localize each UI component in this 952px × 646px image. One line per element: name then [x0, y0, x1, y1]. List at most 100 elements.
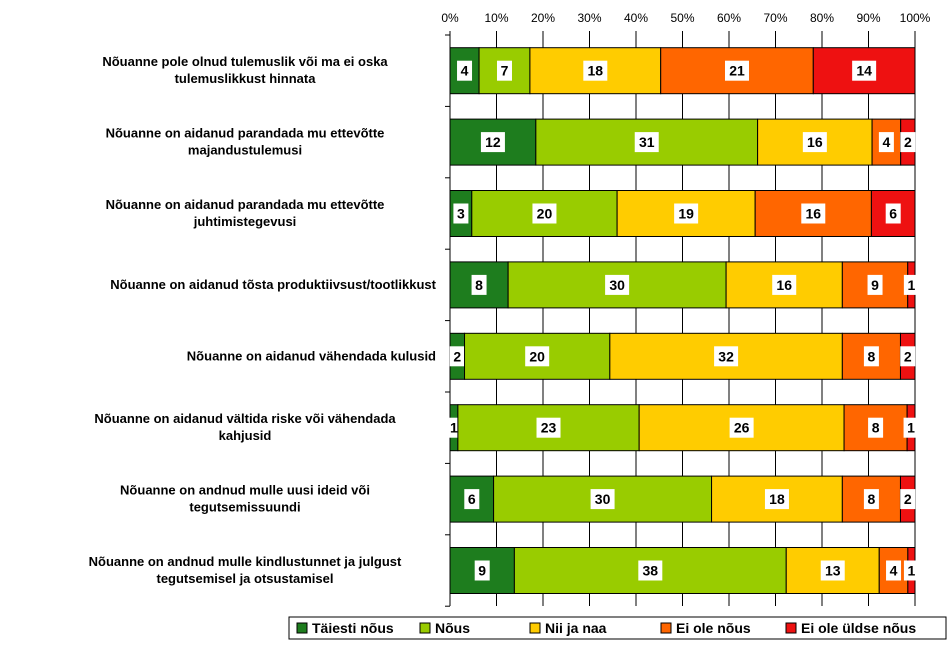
- data-label: 16: [776, 277, 792, 293]
- data-label-box: [863, 346, 879, 367]
- category-label: Nõuanne on aidanud tõsta produktiivsust/…: [110, 277, 436, 292]
- category-label: Nõuanne on aidanud parandada mu ettevõtt…: [106, 126, 385, 141]
- legend-swatch: [296, 622, 308, 634]
- x-tick-label: 0%: [441, 11, 459, 25]
- data-label-box: [852, 60, 877, 81]
- legend-swatch: [785, 622, 797, 634]
- data-label: 2: [904, 491, 912, 507]
- data-label: 2: [904, 348, 912, 364]
- data-label-box: [496, 60, 512, 81]
- data-label: 8: [872, 420, 880, 436]
- category-label: Nõuanne on andnud mulle uusi ideid või: [120, 483, 370, 498]
- data-label-box: [536, 417, 561, 438]
- data-label-box: [886, 560, 902, 581]
- category-label: tegutsemisel ja otsustamisel: [156, 571, 333, 586]
- data-label: 14: [856, 63, 872, 79]
- data-label-box: [801, 203, 826, 224]
- data-label: 3: [457, 206, 465, 222]
- legend-label: Ei ole üldse nõus: [801, 620, 916, 636]
- data-label: 4: [461, 63, 469, 79]
- bar-segment: [478, 47, 531, 95]
- data-label: 38: [643, 563, 659, 579]
- data-label: 12: [485, 134, 501, 150]
- data-label-box: [457, 60, 473, 81]
- data-label: 7: [501, 63, 509, 79]
- data-label-box: [480, 132, 505, 153]
- data-label: 8: [475, 277, 483, 293]
- category-label: Nõuanne pole olnud tulemuslik või ma ei …: [102, 54, 388, 69]
- legend-label: Täiesti nõus: [312, 620, 394, 636]
- x-tick-label: 20%: [531, 11, 555, 25]
- data-label: 6: [468, 491, 476, 507]
- data-label-box: [900, 489, 916, 510]
- data-label-box: [714, 346, 739, 367]
- x-tick-label: 60%: [717, 11, 741, 25]
- data-label-box: [868, 417, 884, 438]
- data-label: 16: [805, 206, 821, 222]
- data-label-box: [903, 274, 919, 295]
- data-label-box: [867, 274, 883, 295]
- data-label-box: [605, 274, 630, 295]
- data-label: 6: [889, 206, 897, 222]
- data-label: 4: [890, 563, 898, 579]
- legend-label: Ei ole nõus: [676, 620, 751, 636]
- data-label: 19: [678, 206, 694, 222]
- x-tick-label: 100%: [900, 11, 931, 25]
- data-label: 1: [907, 420, 915, 436]
- x-tick-label: 70%: [763, 11, 787, 25]
- data-label: 2: [453, 348, 461, 364]
- category-label: tulemuslikkust hinnata: [175, 71, 317, 86]
- data-label-box: [464, 489, 480, 510]
- legend-swatch: [660, 622, 672, 634]
- data-label-box: [532, 203, 557, 224]
- category-label: tegutsemissuundi: [189, 500, 300, 515]
- data-label-box: [802, 132, 827, 153]
- data-label-box: [820, 560, 845, 581]
- legend-box: [288, 616, 947, 640]
- data-label-box: [453, 203, 469, 224]
- x-tick-label: 50%: [670, 11, 694, 25]
- data-label: 8: [868, 348, 876, 364]
- data-label: 18: [769, 491, 785, 507]
- data-label-box: [674, 203, 699, 224]
- data-label: 1: [908, 563, 916, 579]
- x-tick-label: 80%: [810, 11, 834, 25]
- x-tick-label: 30%: [577, 11, 601, 25]
- data-label-box: [729, 417, 754, 438]
- data-label-box: [885, 203, 901, 224]
- data-label-box: [863, 489, 879, 510]
- data-label: 4: [882, 134, 890, 150]
- data-label-box: [525, 346, 550, 367]
- x-tick-label: 10%: [484, 11, 508, 25]
- data-label: 26: [734, 420, 750, 436]
- legend-label: Nii ja naa: [545, 620, 607, 636]
- data-label: 9: [871, 277, 879, 293]
- x-tick-label: 40%: [624, 11, 648, 25]
- legend-swatch: [419, 622, 431, 634]
- category-label: kahjusid: [219, 428, 272, 443]
- data-label: 20: [529, 348, 545, 364]
- data-label-box: [471, 274, 487, 295]
- data-label-box: [449, 346, 465, 367]
- data-label-box: [903, 560, 919, 581]
- data-label: 2: [904, 134, 912, 150]
- data-label: 18: [588, 63, 604, 79]
- data-label-box: [590, 489, 615, 510]
- data-label-box: [772, 274, 797, 295]
- data-label-box: [583, 60, 608, 81]
- data-label: 1: [450, 420, 458, 436]
- data-label-box: [474, 560, 490, 581]
- bar-segment: [449, 118, 537, 166]
- x-tick-label: 90%: [856, 11, 880, 25]
- data-label: 16: [807, 134, 823, 150]
- data-label-box: [634, 132, 659, 153]
- legend-swatch: [529, 622, 541, 634]
- data-label: 30: [609, 277, 625, 293]
- data-label: 9: [478, 563, 486, 579]
- data-label: 8: [868, 491, 876, 507]
- data-label-box: [724, 60, 749, 81]
- category-label: Nõuanne on andnud mulle kindlustunnet ja…: [89, 554, 402, 569]
- bar-segment: [754, 190, 872, 237]
- category-label: Nõuanne on aidanud vähendada kulusid: [187, 348, 436, 363]
